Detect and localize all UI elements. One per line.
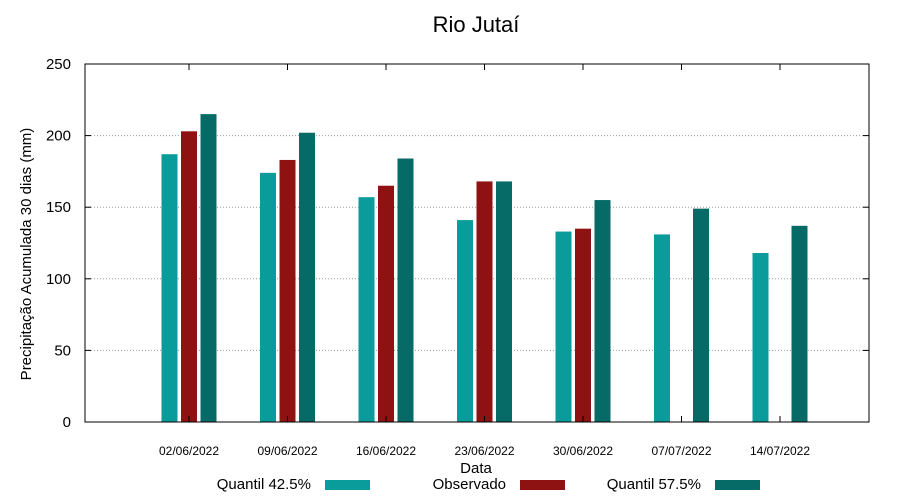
y-tick-label: 100 — [46, 271, 71, 288]
legend-label: Quantil 42.5% — [217, 476, 311, 493]
x-tick-label: 23/06/2022 — [454, 444, 514, 458]
x-tick-label: 02/06/2022 — [159, 444, 219, 458]
bar-quantil-42-5--3 — [358, 197, 375, 422]
bar-observado-2 — [279, 159, 296, 422]
bar-observado-3 — [378, 185, 394, 422]
bar-observado-5 — [575, 228, 591, 422]
y-tick-label: 50 — [54, 342, 71, 359]
x-tick-label: 14/07/2022 — [750, 444, 810, 458]
y-tick-label: 150 — [46, 199, 71, 216]
bar-observado-1 — [181, 131, 197, 422]
y-tick-label: 250 — [46, 56, 71, 73]
x-axis-ticks: 02/06/2022 09/06/2022 16/06/2022 23/06/2022… — [159, 64, 810, 458]
y-tick-label: 200 — [46, 128, 71, 145]
bar-quantil-42-5--5 — [555, 231, 572, 422]
bar-quantil-57-5--7 — [791, 225, 808, 422]
legend-label: Observado — [433, 476, 506, 493]
bar-quantil-42-5--2 — [260, 172, 276, 422]
legend-swatch — [325, 480, 370, 490]
bar-quantil-42-5--1 — [161, 154, 178, 422]
x-tick-label: 16/06/2022 — [356, 444, 416, 458]
x-tick-label: 07/07/2022 — [651, 444, 711, 458]
bar-quantil-57-5--4 — [496, 181, 512, 422]
y-axis-label: Precipitação Acumulada 30 dias (mm) — [18, 128, 35, 381]
bars — [161, 114, 808, 423]
bar-quantil-57-5--3 — [397, 158, 414, 422]
y-axis-ticks: 0 50 100 150 200 250 — [46, 56, 869, 431]
x-tick-label: 30/06/2022 — [553, 444, 613, 458]
bar-quantil-57-5--2 — [299, 132, 315, 422]
bar-quantil-57-5--6 — [693, 208, 709, 422]
legend-swatch — [715, 480, 760, 490]
bar-quantil-57-5--5 — [594, 200, 611, 422]
bar-quantil-42-5--6 — [654, 234, 670, 422]
legend-label: Quantil 57.5% — [607, 476, 701, 493]
bar-quantil-57-5--1 — [200, 114, 217, 423]
bar-quantil-42-5--4 — [457, 220, 473, 422]
plot-frame — [84, 63, 870, 423]
y-tick-label: 0 — [63, 414, 71, 431]
chart-title: Rio Jutaí — [433, 12, 520, 37]
legend-swatch — [520, 480, 565, 490]
legend: Quantil 42.5% Observado Quantil 57.5% — [217, 476, 760, 493]
bar-observado-4 — [476, 181, 493, 422]
bar-quantil-42-5--7 — [752, 253, 769, 422]
x-tick-label: 09/06/2022 — [257, 444, 317, 458]
x-axis-label: Data — [460, 460, 492, 477]
